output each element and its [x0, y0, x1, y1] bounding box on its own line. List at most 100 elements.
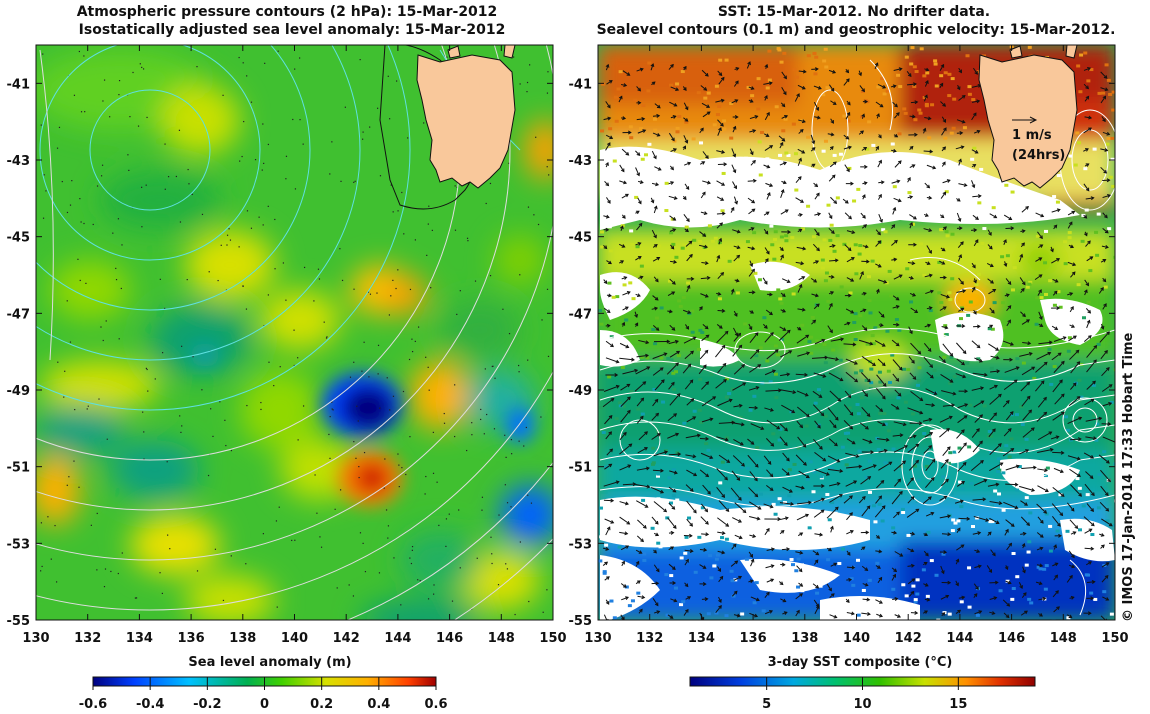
sst-pixel [773, 209, 777, 212]
sample-dot [548, 356, 549, 357]
sst-pixel [632, 297, 636, 300]
sst-pixel [642, 552, 646, 555]
lon-tick-label: 130 [22, 631, 49, 646]
sst-pixel [971, 98, 975, 101]
sst-pixel [917, 479, 921, 482]
sst-pixel [698, 378, 702, 381]
sst-pixel [615, 120, 619, 123]
sst-pixel [767, 158, 771, 161]
sst-pixel [935, 84, 939, 87]
sst-pixel [651, 328, 655, 331]
sample-dot [121, 288, 122, 289]
sst-pixel [823, 238, 827, 241]
sample-dot [541, 319, 542, 320]
sst-pixel [922, 432, 926, 435]
sample-dot [41, 522, 42, 523]
sst-pixel [1063, 240, 1067, 243]
sst-pixel [907, 191, 911, 194]
sst-pixel [1001, 301, 1005, 304]
sst-pixel [901, 511, 905, 514]
sst-pixel [1048, 525, 1052, 528]
sst-pixel [919, 112, 923, 115]
sample-dot [263, 533, 264, 534]
sample-dot [345, 107, 346, 108]
sample-dot [425, 476, 426, 477]
sample-dot [223, 600, 224, 601]
sample-dot [59, 127, 60, 128]
sample-dot [67, 300, 68, 301]
sample-dot [425, 357, 426, 358]
lat-tick-label: -47 [7, 307, 31, 322]
sample-dot [415, 239, 416, 240]
sample-dot [392, 280, 393, 281]
sample-dot [112, 233, 113, 234]
sst-pixel [628, 281, 632, 284]
sample-dot [330, 416, 331, 417]
sst-pixel [598, 309, 602, 312]
lat-tick-label: -41 [7, 77, 31, 92]
sst-pixel [950, 249, 954, 252]
sample-dot [505, 563, 506, 564]
sst-pixel [762, 316, 766, 319]
sample-dot [245, 563, 246, 564]
sst-pixel [1035, 296, 1039, 299]
sst-pixel [941, 475, 945, 478]
sst-pixel [1064, 415, 1068, 418]
sample-dot [526, 427, 527, 428]
lat-tick-label: -41 [569, 77, 593, 92]
sst-pixel [857, 450, 861, 453]
sst-pixel [806, 478, 810, 481]
sample-dot [363, 132, 364, 133]
sample-dot [292, 119, 293, 120]
sample-dot [101, 175, 102, 176]
sst-pixel [1043, 261, 1047, 264]
sst-pixel [852, 321, 856, 324]
sample-dot [221, 245, 222, 246]
sample-dot [259, 217, 260, 218]
sst-pixel [616, 211, 620, 214]
sample-dot [93, 224, 94, 225]
sst-pixel [1087, 301, 1091, 304]
sample-dot [103, 340, 104, 341]
sst-pixel [607, 375, 611, 378]
left-title-line1: Atmospheric pressure contours (2 hPa): 1… [77, 4, 498, 20]
sst-pixel [778, 297, 782, 300]
sample-dot [415, 341, 416, 342]
sst-pixel [952, 98, 956, 101]
sample-dot [490, 537, 491, 538]
sst-pixel [948, 451, 952, 454]
sst-pixel [836, 234, 840, 237]
sample-dot [460, 567, 461, 568]
sst-pixel [1008, 455, 1012, 458]
sst-pixel [933, 59, 937, 62]
sample-dot [358, 466, 359, 467]
lon-tick-label: 146 [436, 631, 463, 646]
sample-dot [159, 572, 160, 573]
sst-pixel [809, 460, 813, 463]
sst-pixel [958, 203, 962, 206]
sst-pixel [963, 126, 967, 129]
sample-dot [209, 271, 210, 272]
sst-pixel [608, 225, 612, 228]
sst-pixel [771, 432, 775, 435]
sample-dot [225, 445, 226, 446]
sst-pixel [703, 97, 707, 100]
sample-dot [168, 176, 169, 177]
sst-pixel [922, 74, 926, 77]
sst-pixel [646, 89, 650, 92]
sample-dot [246, 75, 247, 76]
sample-dot [361, 371, 362, 372]
sst-pixel [740, 612, 744, 615]
sample-dot [231, 555, 232, 556]
sst-pixel [1107, 79, 1111, 82]
sample-dot [70, 341, 71, 342]
sample-dot [71, 180, 72, 181]
sst-pixel [891, 588, 895, 591]
sst-pixel [669, 84, 673, 87]
sst-pixel [1005, 204, 1009, 207]
sst-pixel [682, 99, 686, 102]
sst-pixel [702, 198, 706, 201]
sst-pixel [624, 319, 628, 322]
sample-dot [433, 594, 434, 595]
sst-pixel [806, 136, 810, 139]
